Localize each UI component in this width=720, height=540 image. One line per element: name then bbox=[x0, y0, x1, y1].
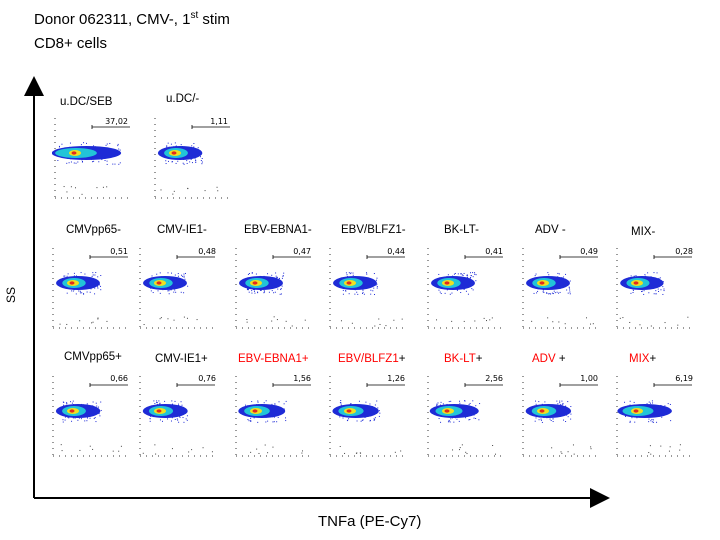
sample-label: EBV/BLFZ1- bbox=[341, 224, 406, 236]
density-plot-graphic bbox=[139, 248, 215, 329]
sample-label-positive: EBV-EBNA1+ bbox=[238, 353, 309, 365]
sample-label-positive: MIX+ bbox=[629, 353, 657, 365]
gate-percentage: 1,00 bbox=[580, 374, 598, 383]
flow-plot-control-neg bbox=[152, 116, 232, 201]
sample-label: CMVpp65+ bbox=[64, 351, 122, 363]
density-plot-graphic bbox=[154, 118, 230, 199]
sample-label: CMV-IE1+ bbox=[155, 353, 208, 365]
sample-label-positive: EBV/BLFZ1+ bbox=[338, 353, 406, 365]
x-axis-label: TNFa (PE-Cy7) bbox=[318, 513, 422, 530]
flow-plot bbox=[614, 374, 694, 459]
density-plot-graphic bbox=[616, 248, 692, 329]
density-plot-graphic bbox=[522, 248, 598, 329]
sample-label: EBV-EBNA1- bbox=[244, 224, 312, 236]
density-plot-graphic bbox=[235, 376, 311, 457]
flow-plot-control-seb bbox=[52, 116, 132, 201]
gate-percentage: 2,56 bbox=[485, 374, 503, 383]
flow-plot bbox=[50, 374, 130, 459]
flow-plot bbox=[425, 374, 505, 459]
gate-percentage: 0,76 bbox=[198, 374, 216, 383]
density-plot-graphic bbox=[616, 376, 692, 457]
flow-plot bbox=[520, 374, 600, 459]
density-plot-graphic bbox=[52, 376, 128, 457]
gate-percentage: 0,47 bbox=[293, 247, 311, 256]
gate-percentage: 1,26 bbox=[387, 374, 405, 383]
gate-percentage: 0,51 bbox=[110, 247, 128, 256]
sample-label: BK-LT- bbox=[444, 224, 479, 236]
gate-percentage: 0,66 bbox=[110, 374, 128, 383]
flow-plot bbox=[327, 246, 407, 331]
density-plot-graphic bbox=[427, 376, 503, 457]
figure-title: Donor 062311, CMV-, 1st stim bbox=[34, 10, 230, 28]
gate-percentage: 1,56 bbox=[293, 374, 311, 383]
density-plot-graphic bbox=[329, 376, 405, 457]
sample-label: CMV-IE1- bbox=[157, 224, 207, 236]
flow-plot bbox=[137, 246, 217, 331]
gate-percentage: 0,41 bbox=[485, 247, 503, 256]
gate-percentage: 6,19 bbox=[675, 374, 693, 383]
gate-percentage: 0,49 bbox=[580, 247, 598, 256]
density-plot-graphic bbox=[329, 248, 405, 329]
gate-percentage: 0,44 bbox=[387, 247, 405, 256]
sample-label-positive: ADV + bbox=[532, 353, 566, 365]
density-plot-graphic bbox=[427, 248, 503, 329]
flow-plot bbox=[327, 374, 407, 459]
gate-percentage: 37,02 bbox=[105, 117, 128, 126]
density-plot-graphic bbox=[235, 248, 311, 329]
y-axis-label: SS bbox=[4, 287, 18, 304]
density-plot-graphic bbox=[522, 376, 598, 457]
figure-subtitle: CD8+ cells bbox=[34, 35, 107, 52]
flow-plot bbox=[233, 374, 313, 459]
flow-plot bbox=[137, 374, 217, 459]
density-plot-graphic bbox=[52, 118, 130, 199]
flow-plot bbox=[50, 246, 130, 331]
control-label-seb: u.DC/SEB bbox=[60, 96, 113, 108]
sample-label: MIX- bbox=[631, 226, 656, 238]
gate-percentage: 0,48 bbox=[198, 247, 216, 256]
flow-plot bbox=[614, 246, 694, 331]
gate-percentage: 0,28 bbox=[675, 247, 693, 256]
control-label-neg: u.DC/- bbox=[166, 93, 200, 105]
density-plot-graphic bbox=[52, 248, 128, 329]
flow-plot bbox=[233, 246, 313, 331]
flow-plot bbox=[425, 246, 505, 331]
density-plot-graphic bbox=[139, 376, 215, 457]
sample-label: ADV - bbox=[535, 224, 566, 236]
sample-label: CMVpp65- bbox=[66, 224, 121, 236]
flow-plot bbox=[520, 246, 600, 331]
sample-label-positive: BK-LT+ bbox=[444, 353, 483, 365]
gate-percentage: 1,11 bbox=[210, 117, 228, 126]
